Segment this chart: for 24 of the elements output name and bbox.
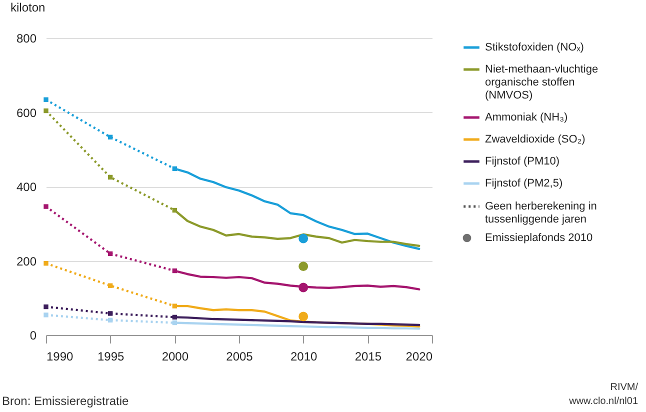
x-tick-label: 2005: [226, 350, 254, 364]
text: www.clo.nl/nl01: [568, 396, 638, 407]
legend-label: Fijnstof (PM2,5): [485, 178, 563, 190]
x-tick-label: 1995: [97, 350, 125, 364]
legend-label: Zwaveldioxide (SO₂): [485, 134, 586, 146]
y-tick-label: 400: [16, 180, 37, 194]
y-axis-title: kiloton: [10, 0, 46, 14]
legend-label: Ammoniak (NH₃): [485, 112, 568, 124]
x-tick-label: 2010: [290, 350, 318, 364]
y-tick-label: 0: [30, 328, 37, 342]
y-tick-label: 600: [16, 106, 37, 120]
legend-label: Fijnstof (PM10): [485, 156, 560, 168]
x-tick-label: 1990: [46, 350, 74, 364]
y-tick-label: 200: [16, 254, 37, 268]
text: Geen herberekening in tussenliggende jaren: [485, 200, 597, 226]
text: RIVM/: [610, 382, 638, 393]
y-tick-label: 800: [16, 32, 37, 46]
text: Bron: Emissieregistratie: [2, 394, 130, 408]
x-tick-label: 2015: [354, 350, 382, 364]
legend-label: Niet-methaan-vluchtige organische stoffen (NMVOS): [485, 64, 598, 102]
legend-label: Stikstofoxiden (NOₓ): [485, 42, 584, 54]
x-tick-label: 2020: [406, 350, 433, 364]
text: Emissieplafonds 2010: [485, 232, 593, 244]
x-tick-label: 2000: [162, 350, 189, 364]
